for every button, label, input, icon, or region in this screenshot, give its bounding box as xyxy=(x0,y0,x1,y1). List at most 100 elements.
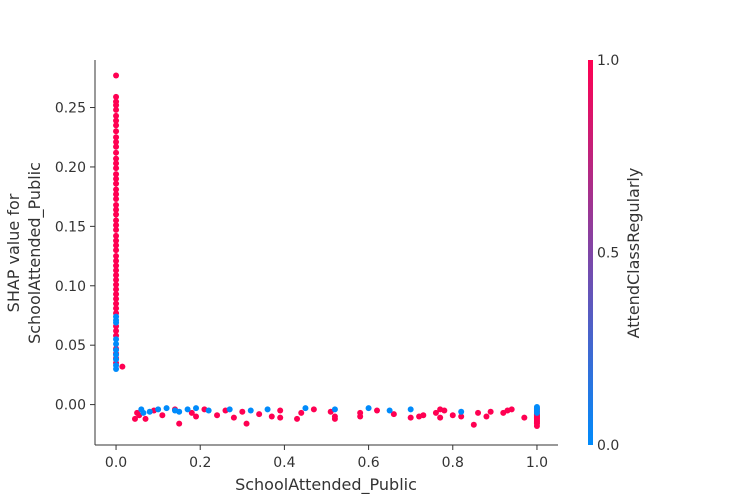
data-point xyxy=(247,407,254,414)
data-point xyxy=(441,407,448,414)
data-point xyxy=(113,346,120,353)
colorbar-tick-label: 0.0 xyxy=(597,438,619,454)
data-point xyxy=(113,336,120,343)
data-point xyxy=(155,406,162,413)
y-axis-ticks: 0.00 0.05 0.10 0.15 0.20 0.25 xyxy=(55,101,95,414)
data-point xyxy=(113,106,120,113)
data-point xyxy=(113,286,120,293)
data-point xyxy=(458,413,465,420)
data-point xyxy=(113,112,120,119)
data-point xyxy=(176,408,183,415)
data-point xyxy=(113,180,120,187)
data-point xyxy=(113,365,120,372)
data-point xyxy=(483,413,490,420)
data-point xyxy=(113,272,120,279)
data-point xyxy=(113,242,120,249)
data-point xyxy=(113,175,120,182)
colorbar xyxy=(588,60,593,445)
data-point xyxy=(113,186,120,193)
data-point xyxy=(437,414,444,421)
y-axis-label-line2: SchoolAttended_Public xyxy=(25,162,45,344)
data-point xyxy=(113,232,120,239)
data-point xyxy=(113,143,120,150)
x-tick-label: 0.0 xyxy=(105,455,127,471)
data-point xyxy=(113,356,120,363)
data-point xyxy=(420,412,427,419)
data-point xyxy=(113,93,120,100)
data-point xyxy=(331,415,338,422)
data-point xyxy=(113,262,120,269)
data-point xyxy=(521,414,528,421)
data-point xyxy=(230,414,237,421)
data-point xyxy=(449,412,456,419)
data-point xyxy=(277,407,284,414)
data-point xyxy=(113,191,120,198)
x-tick-label: 0.6 xyxy=(357,455,379,471)
x-axis-ticks: 0.0 0.2 0.4 0.6 0.8 1.0 xyxy=(105,445,548,471)
data-point xyxy=(113,102,120,109)
data-point xyxy=(475,409,482,416)
data-point xyxy=(310,406,317,413)
data-point xyxy=(487,408,494,415)
data-point xyxy=(226,406,233,413)
colorbar-label: AttendClassRegularly xyxy=(624,168,643,339)
x-tick-label: 0.2 xyxy=(189,455,211,471)
data-point xyxy=(119,363,126,370)
data-point xyxy=(146,408,153,415)
y-tick-label: 0.15 xyxy=(55,219,86,235)
data-point xyxy=(113,253,120,260)
data-point xyxy=(205,407,212,414)
data-point xyxy=(113,295,120,302)
data-point xyxy=(113,327,120,334)
data-point xyxy=(113,72,120,79)
data-point xyxy=(113,351,120,358)
x-tick-label: 0.4 xyxy=(273,455,295,471)
y-tick-label: 0.10 xyxy=(55,279,86,295)
x-tick-label: 1.0 xyxy=(526,455,548,471)
data-point xyxy=(113,128,120,135)
data-point xyxy=(193,413,200,420)
data-point xyxy=(188,409,195,416)
x-tick-label: 0.8 xyxy=(442,455,464,471)
data-point xyxy=(113,196,120,203)
data-point xyxy=(390,411,397,418)
data-point xyxy=(142,415,149,422)
data-point xyxy=(113,122,120,129)
data-point xyxy=(113,291,120,298)
data-point xyxy=(113,226,120,233)
data-point xyxy=(113,117,120,124)
y-tick-label: 0.05 xyxy=(55,338,86,354)
x-axis-label: SchoolAttended_Public xyxy=(235,475,417,495)
data-point xyxy=(113,281,120,288)
data-point xyxy=(113,319,120,326)
data-point xyxy=(113,206,120,213)
data-point xyxy=(159,412,166,419)
data-point xyxy=(243,420,250,427)
scatter-points xyxy=(113,72,540,429)
y-tick-label: 0.20 xyxy=(55,160,86,176)
data-point xyxy=(113,257,120,264)
data-point xyxy=(302,405,309,412)
data-point xyxy=(113,305,120,312)
data-point xyxy=(113,211,120,218)
data-point xyxy=(113,149,120,156)
data-point xyxy=(374,407,381,414)
data-point xyxy=(113,222,120,229)
colorbar-tick-label: 1.0 xyxy=(597,53,619,69)
data-point xyxy=(184,406,191,413)
data-point xyxy=(113,341,120,347)
data-point xyxy=(113,165,120,172)
data-point xyxy=(131,415,138,422)
data-point xyxy=(113,138,120,145)
data-point xyxy=(113,201,120,208)
data-point xyxy=(256,411,263,418)
data-point xyxy=(113,237,120,244)
data-point xyxy=(508,406,515,413)
data-point xyxy=(357,409,364,416)
y-axis-label-line1: SHAP value for xyxy=(4,193,23,312)
data-point xyxy=(113,267,120,274)
data-point xyxy=(193,405,200,412)
data-point xyxy=(298,409,305,416)
data-point xyxy=(407,414,414,421)
data-point xyxy=(113,300,120,307)
